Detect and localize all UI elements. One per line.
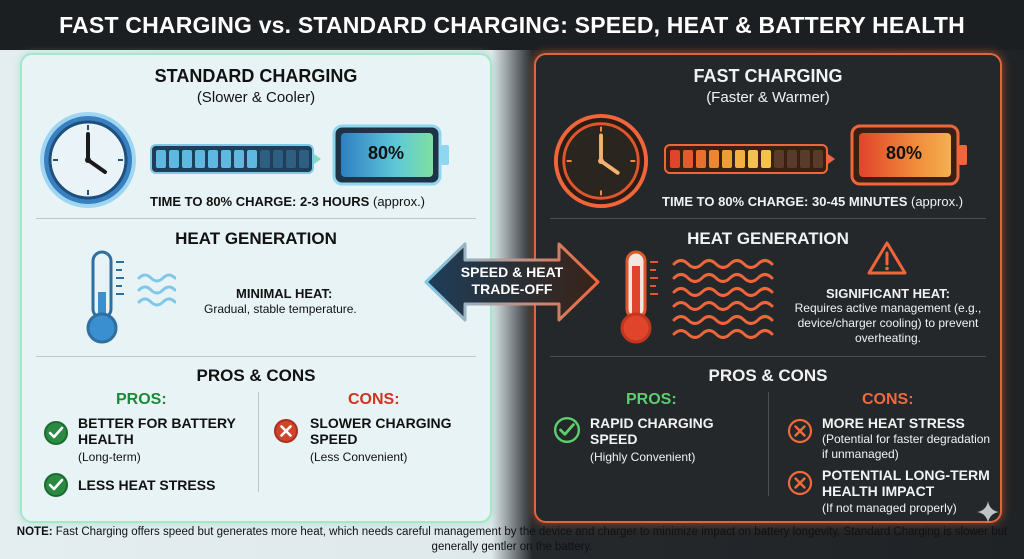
standard-time-text: TIME TO 80% CHARGE: 2-3 HOURS (approx.) — [150, 194, 480, 209]
divider — [36, 218, 476, 219]
note-text: Fast Charging offers speed but generates… — [55, 526, 1008, 553]
standard-heat-desc: Gradual, stable temperature. — [204, 302, 357, 316]
standard-heat-label: MINIMAL HEAT: — [236, 286, 333, 301]
divider — [36, 356, 476, 357]
standard-pros-cons-heading: PROS & CONS — [196, 366, 316, 385]
battery-icon: 80% — [850, 124, 970, 186]
standard-heading: STANDARD CHARGING — [154, 66, 358, 86]
clock-icon — [40, 112, 136, 208]
standard-time-label: TIME TO 80% CHARGE: 2-3 HOURS — [150, 194, 370, 209]
fast-con-sub: (If not managed properly) — [822, 501, 957, 515]
fast-heading: FAST CHARGING — [693, 66, 843, 86]
fast-subheading: (Faster & Warmer) — [706, 89, 830, 106]
standard-pro-title: LESS HEAT STRESS — [78, 477, 216, 493]
fast-pros-heading: PROS: — [626, 391, 677, 408]
battery-percent-label: 80% — [885, 143, 923, 163]
page-title: FAST CHARGING vs. STANDARD CHARGING: SPE… — [59, 11, 965, 38]
divider — [550, 356, 986, 357]
tradeoff-line-1: SPEED & HEAT — [460, 264, 564, 280]
warning-icon — [867, 241, 907, 275]
fast-heat-desc: Requires active management (e.g., device… — [794, 301, 982, 345]
check-icon — [553, 416, 581, 444]
fast-heat-label: SIGNIFICANT HEAT: — [826, 286, 950, 301]
standard-heat-heading: HEAT GENERATION — [175, 229, 337, 248]
progress-bar-icon — [150, 144, 321, 174]
fast-time-text: TIME TO 80% CHARGE: 30-45 MINUTES (appro… — [662, 194, 992, 209]
title-bar: FAST CHARGING vs. STANDARD CHARGING: SPE… — [0, 0, 1024, 50]
standard-subheading: (Slower & Cooler) — [196, 89, 316, 106]
fast-time-label: TIME TO 80% CHARGE: 30-45 MINUTES — [662, 194, 908, 209]
double-arrow-icon — [424, 242, 600, 322]
clock-icon — [553, 113, 649, 209]
fast-con-sub: (Potential for faster degradation if unm… — [822, 432, 991, 461]
vertical-divider — [258, 392, 259, 492]
fast-con-title: MORE HEAT STRESS — [822, 415, 965, 431]
check-icon — [44, 473, 68, 497]
fast-pro-title: RAPID CHARGING SPEED — [590, 415, 714, 447]
note-label: NOTE: — [16, 526, 53, 538]
fast-time-approx: (approx.) — [911, 194, 964, 209]
vertical-divider — [768, 392, 769, 496]
tradeoff-line-2: TRADE-OFF — [471, 281, 553, 297]
standard-time-approx: (approx.) — [372, 194, 426, 209]
battery-icon: 80% — [332, 124, 452, 186]
x-icon — [274, 419, 298, 443]
progress-bar-icon — [664, 144, 835, 174]
heat-waves-icon — [137, 273, 176, 307]
standard-con-title: SLOWER CHARGING SPEED — [310, 415, 452, 447]
fast-pro-sub: (Highly Convenient) — [590, 450, 696, 464]
heat-waves-icon — [672, 259, 774, 339]
standard-pros-heading: PROS: — [116, 391, 167, 408]
x-icon — [787, 418, 813, 444]
standard-cons-heading: CONS: — [348, 391, 400, 408]
fast-pros-cons-heading: PROS & CONS — [708, 366, 828, 385]
check-icon — [44, 421, 68, 445]
standard-pro-sub: (Long-term) — [78, 450, 141, 464]
fast-cons-heading: CONS: — [862, 391, 914, 408]
thermometer-icon — [86, 250, 124, 344]
footnote: NOTE: Fast Charging offers speed but gen… — [0, 525, 1024, 559]
fast-heat-heading: HEAT GENERATION — [687, 229, 849, 248]
battery-percent-label: 80% — [367, 143, 405, 163]
divider — [550, 218, 986, 219]
standard-pro-title: BETTER FOR BATTERY HEALTH — [78, 415, 236, 447]
tradeoff-arrow: SPEED & HEAT TRADE-OFF — [423, 240, 601, 324]
thermometer-icon — [620, 250, 658, 344]
sparkle-icon — [977, 501, 999, 523]
x-icon — [787, 470, 813, 496]
tradeoff-label: SPEED & HEAT TRADE-OFF — [423, 264, 601, 298]
standard-con-sub: (Less Convenient) — [310, 450, 408, 464]
fast-con-title: POTENTIAL LONG-TERM HEALTH IMPACT — [822, 467, 990, 499]
